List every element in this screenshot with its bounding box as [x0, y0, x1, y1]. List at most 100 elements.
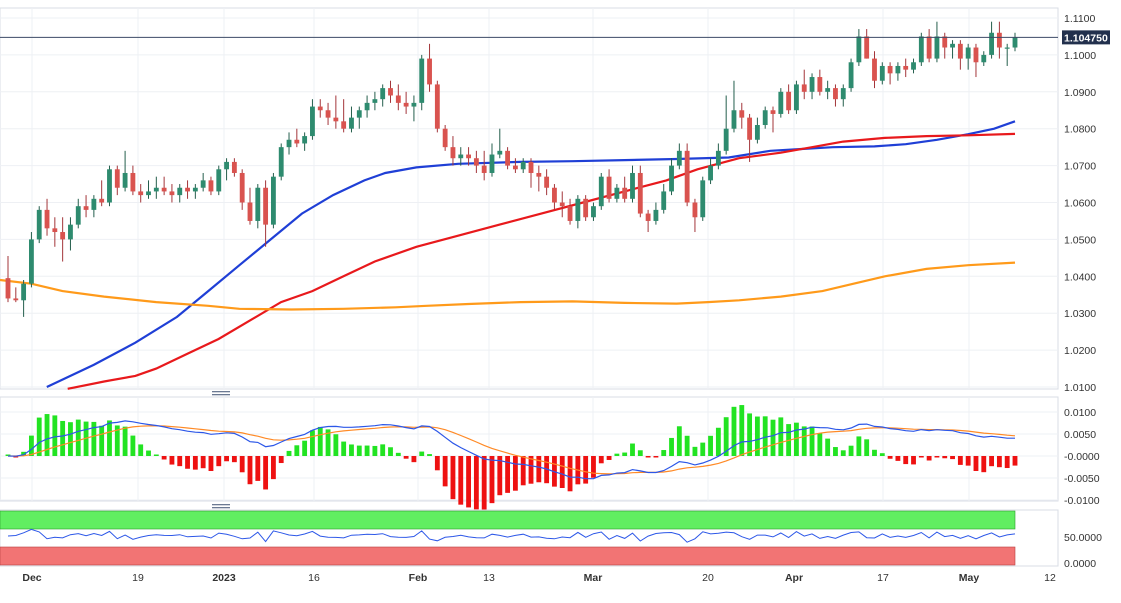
- candle-body: [645, 213, 651, 221]
- candle-body: [895, 65, 901, 74]
- panel-resize-handle-1[interactable]: [212, 391, 230, 396]
- candle: [762, 106, 768, 129]
- candle: [107, 165, 112, 207]
- macd-histogram-bar: [263, 456, 269, 490]
- last-price-label: 1.104750: [1064, 32, 1108, 44]
- candle: [442, 125, 448, 151]
- candle-body: [247, 202, 253, 221]
- x-tick-label: Feb: [409, 572, 428, 584]
- rsi-panel[interactable]: 50.0000 0.0000: [0, 509, 1102, 570]
- macd-histogram-bar: [965, 456, 971, 466]
- candle-body: [114, 169, 120, 188]
- candle: [879, 62, 885, 85]
- candle: [676, 143, 682, 170]
- candle-body: [996, 32, 1002, 48]
- candle: [700, 176, 706, 221]
- candle: [75, 198, 81, 229]
- x-tick-label: Dec: [22, 572, 41, 584]
- macd-histogram-bar: [591, 456, 596, 478]
- macd-histogram-bar: [231, 456, 237, 463]
- candle-body: [388, 88, 393, 96]
- candle-body: [715, 150, 721, 166]
- macd-histogram-bar: [255, 456, 261, 481]
- candle-body: [801, 84, 807, 92]
- macd-histogram-bar: [715, 427, 721, 456]
- macd-histogram-bar: [364, 445, 370, 456]
- candle: [809, 73, 815, 100]
- candle-body: [278, 147, 284, 177]
- price-panel[interactable]: 1.1100 1.1000 1.0900 1.0800 1.0700 1.0600 1.05…: [0, 7, 1110, 394]
- candle-body: [333, 117, 339, 122]
- macd-tick-label: 0.0100: [1064, 407, 1096, 419]
- macd-histogram-bar: [185, 456, 190, 469]
- candle: [177, 184, 183, 203]
- macd-histogram-bar: [747, 413, 753, 456]
- candle-body: [942, 36, 948, 48]
- candle-body: [208, 180, 214, 192]
- candle-body: [817, 77, 823, 92]
- macd-histogram-bar: [879, 453, 885, 456]
- macd-histogram-bar: [1012, 456, 1018, 466]
- candle-body: [481, 165, 487, 173]
- candle: [83, 195, 89, 218]
- candle: [185, 180, 190, 199]
- x-tick-label: Mar: [584, 572, 603, 584]
- macd-tick-label: -0.0100: [1064, 495, 1100, 507]
- candle: [411, 95, 417, 122]
- candle: [255, 184, 261, 229]
- candle: [434, 80, 440, 133]
- macd-histogram-bar: [794, 422, 799, 456]
- macd-histogram-bar: [427, 454, 432, 456]
- candle: [567, 198, 573, 225]
- candle: [270, 172, 276, 229]
- candle-body: [349, 117, 354, 129]
- candle-body: [310, 106, 315, 137]
- candle-body: [122, 172, 128, 188]
- macd-histogram-bar: [684, 435, 690, 456]
- candle-body: [52, 228, 58, 233]
- candle-body: [950, 43, 955, 48]
- candle: [661, 184, 667, 214]
- macd-histogram-bar: [989, 456, 995, 467]
- macd-histogram-bar: [731, 406, 737, 456]
- candle-body: [364, 102, 370, 111]
- macd-histogram-bar: [122, 426, 128, 456]
- candle-body: [731, 110, 737, 129]
- macd-histogram-bar: [130, 435, 136, 456]
- candle: [481, 150, 487, 181]
- panel-resize-handle-2[interactable]: [212, 504, 230, 509]
- price-tick-label: 1.0300: [1064, 308, 1096, 320]
- price-tick-label: 1.1000: [1064, 50, 1096, 62]
- macd-signal-line: [8, 425, 1016, 475]
- candle-body: [794, 84, 799, 111]
- macd-histogram-bar: [653, 456, 659, 458]
- candle-body: [708, 165, 713, 181]
- macd-histogram-bar: [28, 435, 34, 456]
- candle-body: [934, 36, 940, 59]
- candle-body: [497, 150, 503, 155]
- macd-histogram-bar: [848, 445, 854, 456]
- candle-body: [231, 161, 237, 173]
- macd-y-axis: 0.0100 0.0050 -0.0000 -0.0050 -0.0100: [1064, 407, 1100, 507]
- macd-histogram-bar: [317, 426, 323, 456]
- candle: [918, 32, 924, 66]
- candle: [489, 143, 495, 177]
- candle-body: [552, 187, 557, 203]
- candle-body: [380, 88, 386, 100]
- candle-body: [747, 117, 753, 140]
- macd-histogram-bar: [372, 445, 378, 456]
- price-tick-label: 1.1100: [1064, 13, 1095, 25]
- candle: [341, 99, 347, 133]
- candle: [231, 158, 237, 177]
- macd-histogram-bar: [676, 426, 682, 456]
- macd-histogram-bar: [114, 425, 120, 456]
- candle: [786, 84, 792, 114]
- macd-histogram-bar: [247, 456, 253, 485]
- macd-histogram-bar: [903, 456, 909, 465]
- candle: [754, 117, 760, 144]
- macd-panel[interactable]: 0.0100 0.0050 -0.0000 -0.0050 -0.0100: [0, 396, 1100, 511]
- candle: [747, 113, 753, 162]
- candle-body: [887, 65, 893, 74]
- candle: [973, 43, 979, 78]
- x-tick-label: Apr: [785, 572, 803, 584]
